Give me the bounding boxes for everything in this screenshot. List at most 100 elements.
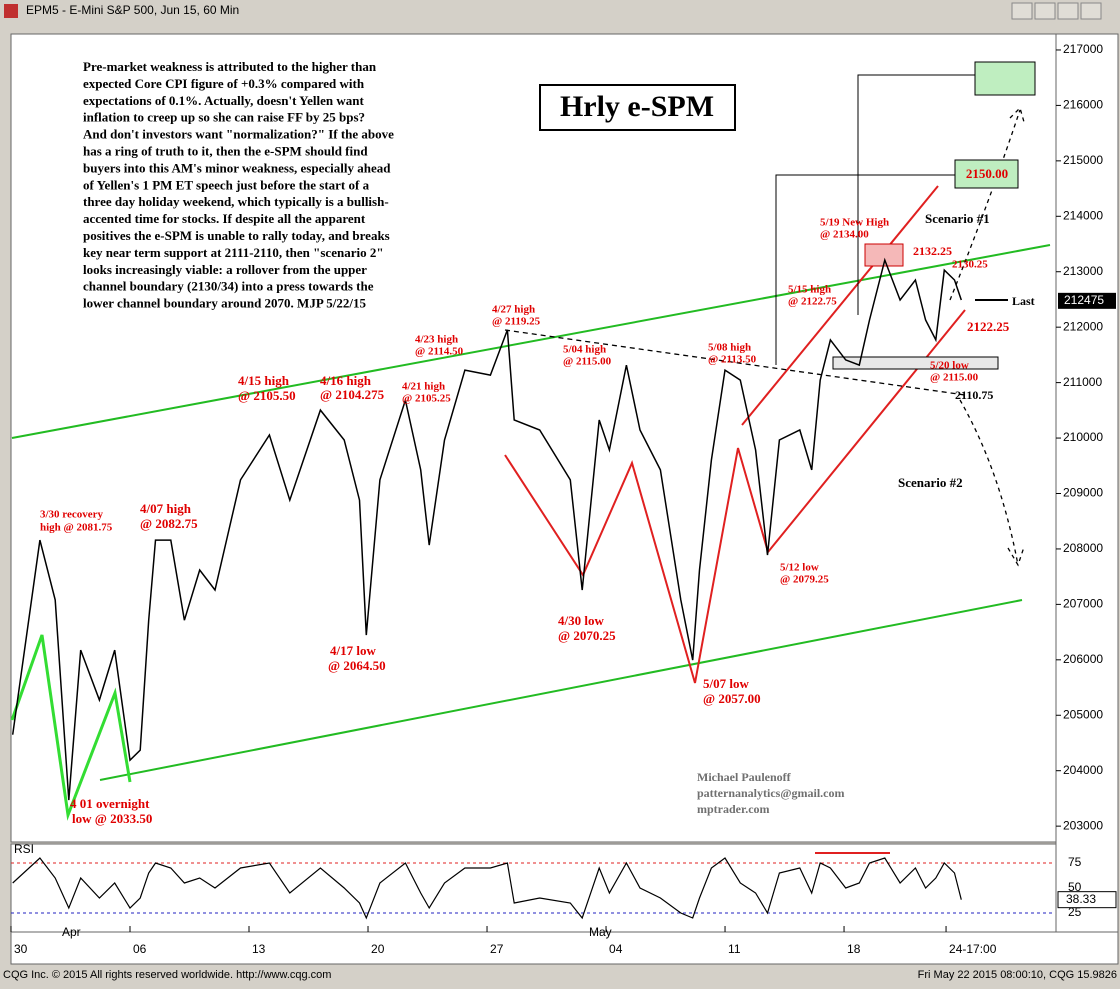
footer-right: Fri May 22 2015 08:00:10, CQG 15.9826 — [918, 969, 1117, 981]
title-bar — [0, 0, 1120, 22]
target-box — [974, 61, 1036, 96]
y-tick-label: 217000 — [1063, 42, 1103, 56]
minimize-button[interactable] — [1011, 2, 1033, 20]
rsi-tick-label: 50 — [1068, 880, 1082, 894]
annotation: @ 2134.00 — [820, 229, 869, 241]
annotation: 3/30 recovery — [40, 509, 104, 521]
annotation: @ 2122.75 — [788, 296, 837, 308]
status-bar — [0, 966, 1120, 984]
drawings — [10, 74, 1051, 854]
annotation: @ 2082.75 — [140, 516, 198, 531]
target-box — [954, 159, 1019, 189]
annotation: 4 01 overnight — [70, 796, 150, 811]
time-axis — [10, 931, 1119, 965]
annotation: 2130.25 — [952, 259, 988, 271]
chart-title: Hrly e-SPM — [560, 90, 714, 123]
x-tick-label: 04 — [609, 942, 623, 956]
target-bracket — [857, 74, 975, 315]
red-support — [767, 309, 966, 553]
y-tick-label: 215000 — [1063, 153, 1103, 167]
commentary-line: of Yellen's 1 PM ET speech just before t… — [83, 177, 370, 192]
red-resistance — [741, 185, 939, 426]
y-tick-label: 206000 — [1063, 652, 1103, 666]
window-title: EPM5 - E-Mini S&P 500, Jun 15, 60 Min — [26, 3, 239, 17]
rsi-label: RSI — [14, 842, 34, 856]
annotation: @ 2057.00 — [703, 691, 761, 706]
y-tick-label: 209000 — [1063, 486, 1103, 500]
last-value-box — [1058, 292, 1116, 309]
annotation: @ 2070.25 — [558, 628, 616, 643]
commentary-line: three day holiday weekend, which typical… — [83, 194, 389, 209]
green-zigzag — [10, 634, 132, 821]
y-tick-label: 212000 — [1063, 319, 1103, 333]
y-tick-label: 210000 — [1063, 430, 1103, 444]
scenario2-arrow — [959, 399, 1025, 567]
commentary-line: inflation to creep up so she can raise F… — [83, 110, 365, 125]
maximize-button[interactable] — [1034, 2, 1056, 20]
annotation: 4/15 high — [238, 373, 290, 388]
scenario1-arrow — [949, 106, 1025, 301]
commentary-line: expectations of 0.1%. Actually, doesn't … — [83, 93, 364, 108]
annotation: @ 2079.25 — [780, 574, 829, 586]
annotation: 5/19 New High — [820, 217, 889, 229]
commentary-line: accented time for stocks. If despite all… — [83, 211, 366, 226]
y-tick-label: 216000 — [1063, 98, 1103, 112]
rsi-last-label: 38.33 — [1066, 892, 1096, 906]
annotation: mptrader.com — [697, 802, 770, 816]
y-tick-label: 214000 — [1063, 208, 1103, 222]
annotation: Scenario #1 — [925, 211, 990, 226]
x-tick-label: 18 — [847, 942, 861, 956]
annotation: 4/17 low — [330, 643, 376, 658]
restore-button[interactable] — [1057, 2, 1079, 20]
commentary-line: looks increasingly viable: a rollover fr… — [83, 262, 367, 277]
y-tick-label: 205000 — [1063, 707, 1103, 721]
y-tick-label: 204000 — [1063, 763, 1103, 777]
target-label: 2150.00 — [966, 166, 1008, 181]
annotation: @ 2064.50 — [328, 658, 386, 673]
x-tick-label: 24-17:00 — [949, 942, 997, 956]
commentary-line: buyers into this AM's minor weakness, es… — [83, 160, 391, 175]
target-bracket — [775, 174, 955, 365]
annotation: Last — [1012, 294, 1035, 308]
commentary-line: expected Core CPI figure of +0.3% compar… — [83, 76, 365, 91]
rsi-tick-label: 25 — [1068, 905, 1082, 919]
x-tick-label: 27 — [490, 942, 504, 956]
close-button[interactable] — [1080, 2, 1102, 20]
y-tick-label: 211000 — [1063, 375, 1102, 389]
red-zigzag — [504, 447, 769, 684]
commentary-line: And don't investors want "normalization?… — [83, 127, 394, 142]
annotation: low @ 2033.50 — [72, 811, 152, 826]
last-value-label: 212475 — [1064, 293, 1104, 307]
annotation: @ 2104.275 — [320, 387, 385, 402]
y-tick-label: 213000 — [1063, 264, 1103, 278]
annotation: 5/07 low — [703, 676, 749, 691]
rsi-last-box — [1057, 891, 1117, 909]
upper-channel — [11, 244, 1051, 439]
annotation: @ 2119.25 — [492, 316, 541, 328]
title-box — [539, 84, 736, 131]
footer-left: CQG Inc. © 2015 All rights reserved worl… — [3, 969, 331, 981]
x-tick-label: 20 — [371, 942, 385, 956]
price-line — [11, 257, 963, 801]
annotation: 5/04 high — [563, 344, 606, 356]
annotation: 5/20 low — [930, 360, 969, 372]
annotation: @ 2115.00 — [930, 372, 979, 384]
annotation: 4/27 high — [492, 304, 535, 316]
commentary-line: lower channel boundary around 2070. MJP … — [83, 296, 367, 311]
month-label: Apr — [62, 925, 81, 939]
annotation: @ 2115.00 — [563, 356, 612, 368]
commentary-line: Pre-market weakness is attributed to the… — [83, 59, 377, 74]
rsi-tick-label: 75 — [1068, 855, 1082, 869]
annotation: @ 2105.50 — [238, 388, 296, 403]
price-axis — [1055, 33, 1119, 933]
commentary-line: positives the e-SPM is unable to rally t… — [83, 228, 390, 243]
annotation: 4/21 high — [402, 381, 445, 393]
x-tick-label: 30 — [14, 942, 28, 956]
y-tick-label: 207000 — [1063, 597, 1103, 611]
annotation: 4/30 low — [558, 613, 604, 628]
low-box — [832, 356, 999, 370]
annotation: 5/12 low — [780, 562, 819, 574]
x-tick-label: 13 — [252, 942, 266, 956]
